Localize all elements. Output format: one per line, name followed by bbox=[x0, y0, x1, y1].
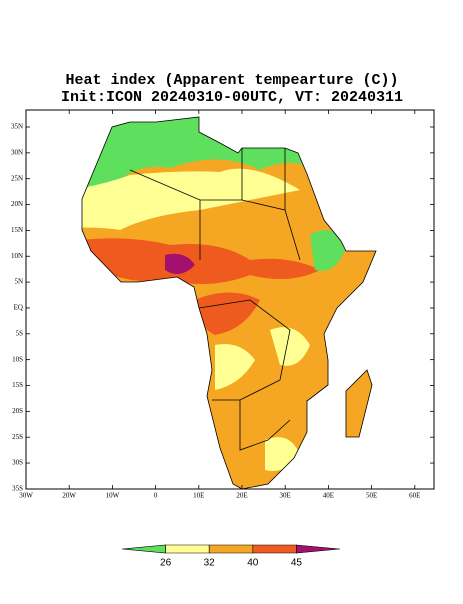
lon-label: 30W bbox=[19, 492, 33, 500]
lat-label: 25N bbox=[11, 174, 23, 182]
lat-label: 15N bbox=[11, 226, 23, 234]
lon-label: 30E bbox=[280, 492, 291, 500]
lon-label: 40E bbox=[323, 492, 334, 500]
colorbar-swatch bbox=[208, 544, 254, 554]
colorbar: 26 32 40 45 bbox=[121, 544, 341, 569]
lon-label: 50E bbox=[366, 492, 377, 500]
lon-label: 20W bbox=[62, 492, 76, 500]
lat-label: 30N bbox=[11, 148, 23, 156]
lat-label: 35N bbox=[11, 123, 23, 131]
colorbar-label: 45 bbox=[291, 558, 303, 569]
lat-label: 5N bbox=[14, 278, 23, 286]
axis-ticks: 35N 30N 25N 20N 15N 10N 5N EQ 5S 10S 15S 20S 25S 30S 3… bbox=[11, 110, 434, 500]
lat-label: 5S bbox=[16, 329, 24, 337]
colorbar-label: 32 bbox=[204, 558, 216, 569]
lat-label: 20N bbox=[11, 200, 23, 208]
lat-label: 15S bbox=[12, 381, 23, 389]
colorbar-label: 40 bbox=[247, 558, 259, 569]
colorbar-swatch bbox=[121, 544, 166, 554]
lon-label: 60E bbox=[409, 492, 420, 500]
lat-label: EQ bbox=[14, 304, 23, 312]
colorbar-swatch bbox=[252, 544, 297, 554]
lon-label: 20E bbox=[236, 492, 247, 500]
lon-label: 10E bbox=[193, 492, 204, 500]
colorbar-label: 26 bbox=[160, 558, 172, 569]
colorbar-swatch bbox=[165, 544, 210, 554]
lon-label: 0 bbox=[154, 492, 158, 500]
lat-label: 30S bbox=[12, 459, 23, 467]
colorbar-swatch bbox=[296, 544, 341, 554]
lat-label: 25S bbox=[12, 433, 23, 441]
lat-label: 10N bbox=[11, 252, 23, 260]
coastline bbox=[81, 116, 377, 490]
lat-label: 35S bbox=[12, 485, 23, 493]
title: Heat index (Apparent tempearture (C)) bbox=[65, 72, 398, 89]
lat-label: 10S bbox=[12, 355, 23, 363]
lon-label: 10W bbox=[106, 492, 120, 500]
subtitle: Init:ICON 20240310-00UTC, VT: 20240311 bbox=[61, 89, 403, 106]
lat-label: 20S bbox=[12, 407, 23, 415]
